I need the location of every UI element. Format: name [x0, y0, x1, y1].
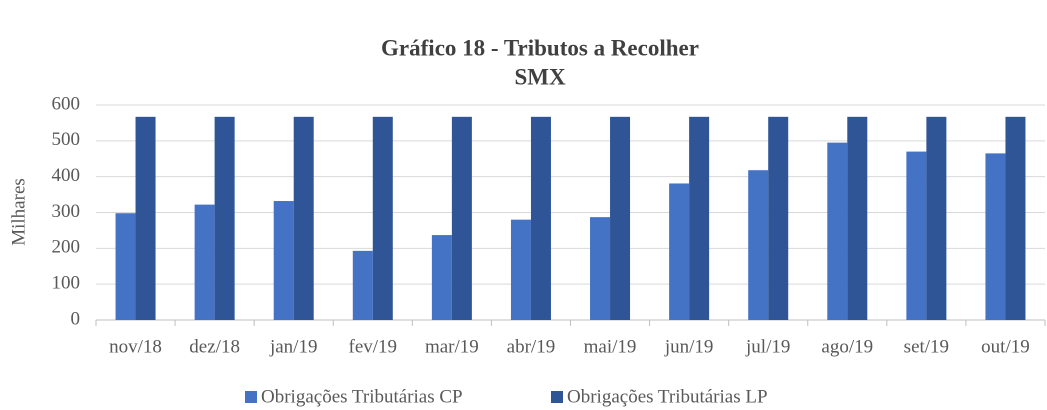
bar [768, 116, 789, 320]
x-tick-label: set/19 [904, 336, 949, 357]
chart-subtitle: SMX [514, 64, 566, 89]
x-tick-label: jul/19 [745, 336, 790, 357]
x-tick-label: abr/19 [507, 336, 556, 357]
chart-title: Gráfico 18 - Tributos a Recolher [381, 35, 699, 60]
y-tick-label: 500 [52, 129, 81, 150]
legend-swatch [551, 391, 563, 403]
bar [115, 213, 136, 320]
bar [906, 151, 927, 320]
x-tick-label: mar/19 [425, 336, 479, 357]
y-tick-label: 600 [52, 93, 81, 114]
x-tick-label: fev/19 [349, 336, 398, 357]
x-tick-label: mai/19 [584, 336, 637, 357]
bar [827, 142, 848, 320]
x-tick-label: out/19 [981, 336, 1030, 357]
y-axis-label: Milhares [8, 178, 29, 246]
x-tick-label: jun/19 [664, 336, 714, 357]
x-tick-label: dez/18 [189, 336, 240, 357]
bar [293, 116, 314, 320]
x-tick-label: ago/19 [821, 336, 873, 357]
x-tick-label: jan/19 [269, 336, 318, 357]
bar [610, 116, 631, 320]
bar [135, 116, 156, 320]
bar [590, 217, 611, 320]
bar [748, 170, 769, 320]
bar [1005, 116, 1026, 320]
bar [847, 116, 868, 320]
bar [669, 183, 690, 320]
bar [372, 116, 393, 320]
bar [194, 204, 215, 320]
bar [431, 235, 452, 320]
y-tick-label: 300 [52, 201, 81, 222]
bar [273, 201, 294, 320]
bar [985, 153, 1006, 320]
bar [689, 116, 710, 320]
y-tick-label: 200 [52, 237, 81, 258]
y-tick-label: 0 [71, 308, 81, 329]
bar [530, 116, 551, 320]
legend-label: Obrigações Tributárias LP [567, 386, 768, 407]
bar [352, 250, 373, 320]
bar [926, 116, 947, 320]
y-tick-label: 100 [52, 273, 81, 294]
x-tick-label: nov/18 [109, 336, 162, 357]
legend-swatch [245, 391, 257, 403]
y-tick-label: 400 [52, 165, 81, 186]
bar [214, 116, 235, 320]
legend-label: Obrigações Tributárias CP [261, 386, 463, 407]
bar [451, 116, 472, 320]
bar [510, 219, 531, 320]
